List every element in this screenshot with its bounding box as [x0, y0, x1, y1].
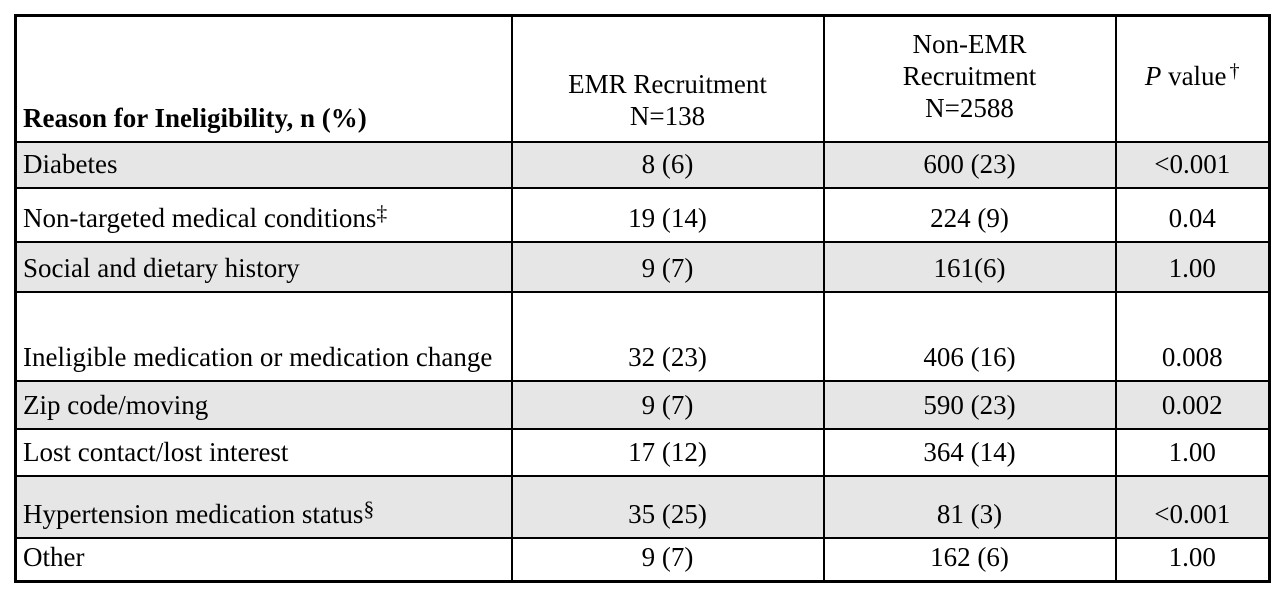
table-row-non-targeted: Non-targeted medical conditions‡ 19 (14)…: [14, 186, 1271, 243]
column-header-emr-n: N=138: [629, 100, 706, 131]
row-label-text: Lost contact/lost interest: [23, 436, 289, 467]
p-value-cell: 0.008: [1114, 290, 1271, 382]
column-header-non-emr-line1: Non-EMR: [912, 28, 1027, 59]
row-label-text: Diabetes: [23, 148, 118, 179]
non-emr-value-cell: 600 (23): [822, 140, 1117, 189]
row-label: Diabetes: [14, 140, 513, 189]
table-row-zip-code: Zip code/moving 9 (7) 590 (23) 0.002: [14, 379, 1271, 430]
column-header-reason: Reason for Ineligibility, n (%): [14, 14, 513, 143]
header-row: Reason for Ineligibility, n (%) EMR Recr…: [14, 14, 1271, 143]
row-label-text: Other: [23, 542, 85, 573]
row-label: Hypertension medication status§: [14, 474, 513, 539]
column-header-emr-line1: EMR Recruitment: [568, 68, 767, 99]
p-value-cell: 1.00: [1114, 240, 1271, 293]
emr-value-cell: 9 (7): [510, 536, 825, 583]
column-header-non-emr-line2: Recruitment: [902, 60, 1037, 91]
p-value-word: value: [1161, 60, 1227, 91]
non-emr-value-cell: 590 (23): [822, 379, 1117, 430]
non-emr-value-cell: 364 (14): [822, 427, 1117, 477]
p-symbol: P: [1144, 60, 1162, 91]
ineligibility-table: Reason for Ineligibility, n (%) EMR Recr…: [14, 14, 1271, 583]
emr-value-cell: 32 (23): [510, 290, 825, 382]
p-value-cell: <0.001: [1114, 140, 1271, 189]
non-emr-value-cell: 406 (16): [822, 290, 1117, 382]
footnote-marker: ‡: [376, 200, 388, 225]
p-value-cell: <0.001: [1114, 474, 1271, 539]
table-row-hypertension-medication: Hypertension medication status§ 35 (25) …: [14, 474, 1271, 539]
row-label-text: Hypertension medication status: [23, 498, 364, 529]
row-label: Zip code/moving: [14, 379, 513, 430]
emr-value-cell: 9 (7): [510, 379, 825, 430]
row-label: Non-targeted medical conditions‡: [14, 186, 513, 243]
column-header-non-emr: Non-EMR Recruitment N=2588: [822, 14, 1117, 143]
column-header-non-emr-n: N=2588: [925, 92, 1014, 123]
p-value-cell: 0.002: [1114, 379, 1271, 430]
table-row-social-dietary: Social and dietary history 9 (7) 161(6) …: [14, 240, 1271, 293]
non-emr-value-cell: 81 (3): [822, 474, 1117, 539]
row-label: Social and dietary history: [14, 240, 513, 293]
row-label-text: Zip code/moving: [23, 389, 209, 420]
column-header-reason-label: Reason for Ineligibility, n (%): [23, 102, 367, 133]
emr-value-cell: 35 (25): [510, 474, 825, 539]
emr-value-cell: 17 (12): [510, 427, 825, 477]
p-value-cell: 1.00: [1114, 536, 1271, 583]
column-header-p-value: P value †: [1114, 14, 1271, 143]
row-label-text: Non-targeted medical conditions: [23, 202, 377, 233]
p-value-cell: 1.00: [1114, 427, 1271, 477]
column-header-emr: EMR Recruitment N=138: [510, 14, 825, 143]
non-emr-value-cell: 161(6): [822, 240, 1117, 293]
row-label-text: Ineligible medication or medication chan…: [23, 341, 493, 372]
row-label: Other: [14, 536, 513, 583]
row-label: Ineligible medication or medication chan…: [14, 290, 513, 382]
p-value-cell: 0.04: [1114, 186, 1271, 243]
table-row-other: Other 9 (7) 162 (6) 1.00: [14, 536, 1271, 583]
non-emr-value-cell: 162 (6): [822, 536, 1117, 583]
non-emr-value-cell: 224 (9): [822, 186, 1117, 243]
table-row-ineligible-medication: Ineligible medication or medication chan…: [14, 290, 1271, 382]
emr-value-cell: 8 (6): [510, 140, 825, 189]
dagger-footnote-marker: †: [1229, 59, 1240, 82]
table-row-diabetes: Diabetes 8 (6) 600 (23) <0.001: [14, 140, 1271, 189]
table-row-lost-contact: Lost contact/lost interest 17 (12) 364 (…: [14, 427, 1271, 477]
emr-value-cell: 9 (7): [510, 240, 825, 293]
row-label-text: Social and dietary history: [23, 252, 300, 283]
row-label: Lost contact/lost interest: [14, 427, 513, 477]
emr-value-cell: 19 (14): [510, 186, 825, 243]
footnote-marker: §: [363, 496, 375, 521]
